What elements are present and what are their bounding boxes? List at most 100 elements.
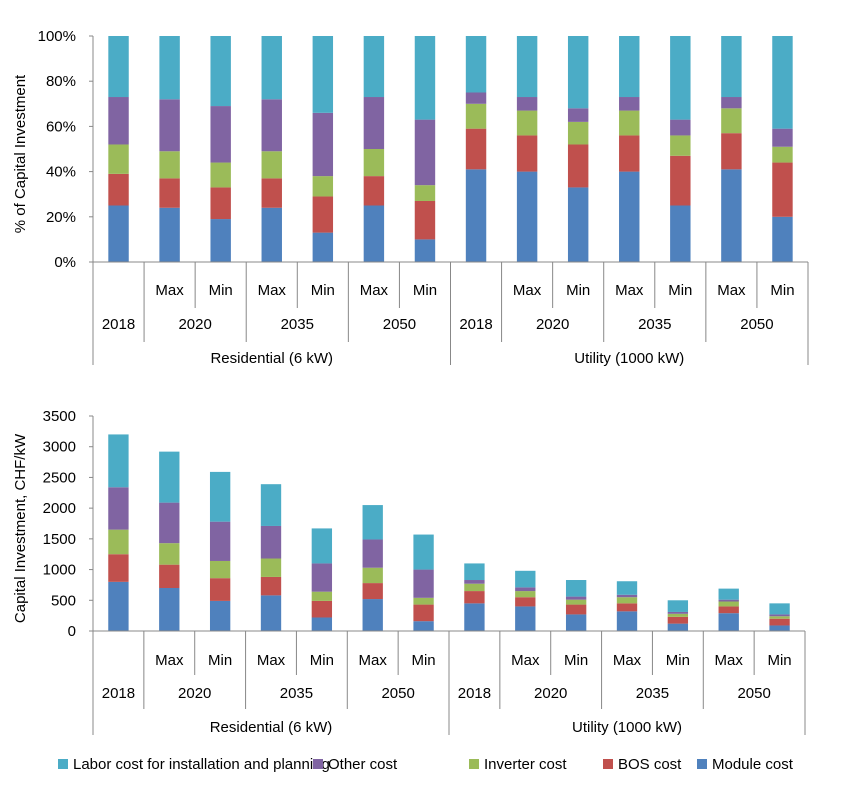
x-group-label: Residential (6 kW) xyxy=(210,350,333,367)
x-sub-label: Max xyxy=(615,282,644,299)
bar-segment xyxy=(414,119,436,186)
bar-segment xyxy=(465,128,487,170)
bar-segment xyxy=(769,625,790,631)
bar-segment xyxy=(209,600,231,631)
x-sub-label: Min xyxy=(770,282,794,299)
bar-segment xyxy=(667,623,689,631)
y-tick-label: 1000 xyxy=(43,562,76,579)
bar-segment xyxy=(465,169,487,262)
bar-segment xyxy=(363,149,385,177)
y-tick-label: 20% xyxy=(46,209,76,226)
bar-segment xyxy=(414,185,436,201)
bar-segment xyxy=(515,591,536,598)
x-sub-label: Min xyxy=(411,652,435,669)
bar-segment xyxy=(209,471,231,522)
bar-segment xyxy=(567,36,589,109)
x-year-label: 2018 xyxy=(458,685,491,702)
bar-segment xyxy=(619,135,640,172)
bar-segment xyxy=(616,594,638,598)
bar-segment xyxy=(769,603,790,615)
x-year-label: 2020 xyxy=(534,685,567,702)
x-year-label: 2050 xyxy=(740,316,773,333)
x-year-label: 2018 xyxy=(102,316,135,333)
bar-segment xyxy=(670,36,691,120)
x-year-label: 2018 xyxy=(102,685,135,702)
x-year-label: 2035 xyxy=(638,316,671,333)
bar-segment xyxy=(616,597,638,604)
x-sub-label: Max xyxy=(257,652,286,669)
bar-segment xyxy=(260,595,282,631)
x-sub-label: Max xyxy=(360,282,389,299)
bar-segment xyxy=(718,601,739,607)
bar-segment xyxy=(567,144,589,188)
bar-segment xyxy=(670,119,691,136)
x-year-label: 2020 xyxy=(536,316,569,333)
legend-label: Other cost xyxy=(328,756,398,773)
bar-segment xyxy=(516,97,538,111)
bar-segment xyxy=(565,580,587,597)
bar-segment xyxy=(718,599,739,602)
bar-segment xyxy=(667,613,689,617)
bar-segment xyxy=(718,606,739,614)
bar-segment xyxy=(209,578,231,601)
bar-segment xyxy=(413,569,434,598)
bar-segment xyxy=(565,596,587,600)
bar-segment xyxy=(619,36,640,98)
bar-segment xyxy=(311,617,333,631)
bar-segment xyxy=(464,591,485,604)
bar-segment xyxy=(362,567,383,584)
bar-segment xyxy=(108,97,129,145)
bar-segment xyxy=(567,187,589,262)
bar-segment xyxy=(363,176,385,206)
bar-segment xyxy=(567,108,589,122)
chart-capital-investment: 0 500 1000 1500 2000 2500 3000 3500 Capital Inve… xyxy=(12,408,806,736)
x-sub-label: Min xyxy=(564,652,588,669)
bar-segment xyxy=(670,205,691,262)
bar-segment xyxy=(311,591,333,601)
bar-segment xyxy=(464,580,485,584)
bar-segment xyxy=(515,570,536,588)
bar-segment xyxy=(261,151,282,179)
bar-segment xyxy=(619,97,640,111)
bar-segment xyxy=(670,155,691,206)
x-year-label: 2035 xyxy=(280,685,313,702)
bar-segment xyxy=(718,613,739,631)
bar-segment xyxy=(721,108,742,134)
bar-segment xyxy=(667,616,689,624)
bar-segment xyxy=(414,36,436,120)
x-sub-label: Min xyxy=(310,652,334,669)
y-tick-label: 3000 xyxy=(43,439,76,456)
bar-segment xyxy=(362,599,383,631)
bar-segment xyxy=(413,534,434,570)
bar-segment xyxy=(515,606,536,631)
y-tick-label: 100% xyxy=(38,28,76,45)
legend-swatch xyxy=(697,759,707,769)
bar-segment xyxy=(210,219,231,262)
bar-segment xyxy=(414,239,436,262)
legend-swatch xyxy=(58,759,68,769)
bar-segment xyxy=(159,207,180,262)
bar-segment xyxy=(209,521,231,561)
bar-segment xyxy=(769,614,790,617)
y-tick-label: 1500 xyxy=(43,531,76,548)
bar-segment xyxy=(261,178,282,208)
y-axis-label: % of Capital Investment xyxy=(12,74,29,233)
bar-segment xyxy=(465,92,487,104)
bar-segment xyxy=(414,200,436,240)
bar-segment xyxy=(312,36,334,113)
bar-segment xyxy=(718,588,739,600)
bar-segment xyxy=(210,36,231,107)
legend-label: Inverter cost xyxy=(484,756,567,773)
bar-segment xyxy=(159,502,180,544)
bar-segment xyxy=(108,581,129,631)
x-sub-label: Min xyxy=(566,282,590,299)
bar-segment xyxy=(260,576,282,596)
y-tick-label: 40% xyxy=(46,164,76,181)
bar-segment xyxy=(159,588,180,631)
bar-segment xyxy=(311,600,333,618)
bar-segment xyxy=(159,151,180,179)
x-sub-label: Min xyxy=(666,652,690,669)
x-sub-label: Min xyxy=(767,652,791,669)
bar-segment xyxy=(515,597,536,607)
bar-segment xyxy=(619,171,640,262)
